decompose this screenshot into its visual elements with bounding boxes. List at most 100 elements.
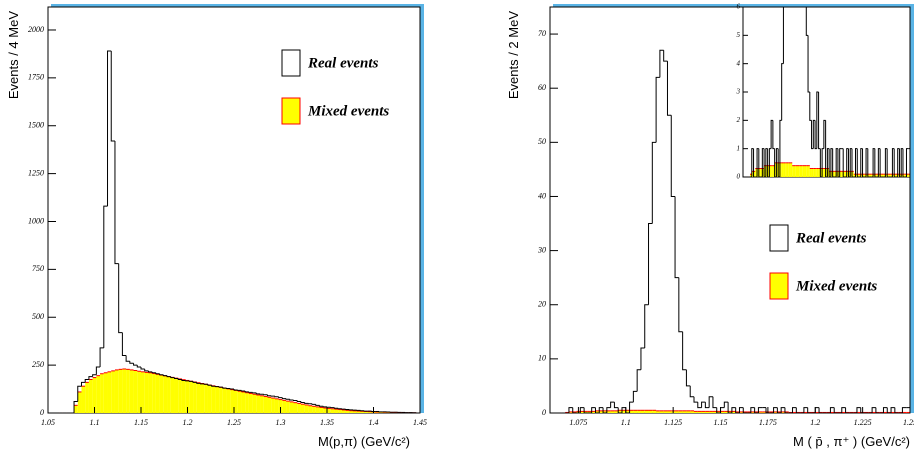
- mixed-bin: [816, 168, 819, 177]
- mixed-bin: [252, 394, 257, 413]
- real-bin: [568, 407, 573, 413]
- mixed-bin: [851, 171, 854, 177]
- mixed-bin: [686, 410, 691, 413]
- mixed-bin: [334, 409, 339, 413]
- mixed-bin: [836, 171, 838, 177]
- y-tick-label: 0: [542, 408, 546, 417]
- mixed-bin: [327, 408, 331, 413]
- real-bin: [795, 407, 801, 413]
- x-tick-label: 1.25: [227, 418, 241, 427]
- real-bin: [781, 63, 784, 121]
- real-bin: [572, 407, 577, 413]
- mixed-bin: [323, 408, 327, 413]
- mixed-bin: [241, 391, 246, 413]
- mixed-bin: [178, 378, 182, 413]
- real-bin: [218, 386, 223, 388]
- mixed-bin: [859, 174, 861, 177]
- mixed-bin: [802, 165, 805, 177]
- mixed-bin: [765, 165, 768, 177]
- mixed-bin: [908, 174, 910, 177]
- real-bin: [908, 148, 910, 177]
- mixed-bin: [808, 165, 810, 177]
- mixed-bin: [675, 410, 679, 413]
- mixed-bin: [88, 379, 93, 413]
- mixed-bin: [832, 171, 835, 177]
- mixed-bin: [587, 411, 592, 413]
- mixed-bin: [345, 410, 350, 413]
- mixed-bin: [185, 380, 190, 413]
- mixed-bin: [648, 410, 653, 413]
- real-bin: [73, 401, 78, 413]
- real-bin: [819, 148, 823, 177]
- real-bin: [891, 148, 895, 177]
- real-bin: [826, 148, 830, 177]
- real-bin: [304, 402, 309, 404]
- real-bin: [884, 148, 888, 177]
- mixed-bin: [234, 390, 238, 413]
- mixed-bin: [855, 174, 858, 177]
- mixed-bin: [678, 410, 683, 413]
- mixed-bin: [758, 168, 761, 177]
- real-bin: [906, 407, 910, 413]
- mixed-bin: [747, 411, 751, 413]
- x-tick-label: 1.225: [854, 418, 872, 427]
- real-bin: [818, 407, 823, 413]
- mixed-bin: [873, 174, 875, 177]
- mixed-bin: [152, 373, 156, 413]
- real-bin: [255, 392, 261, 395]
- mixed-bin: [694, 411, 698, 413]
- real-bin: [674, 196, 679, 279]
- real-bin: [812, 119, 816, 149]
- real-bin: [666, 61, 672, 116]
- real-bin: [88, 376, 93, 380]
- mixed-bin: [652, 410, 657, 413]
- mixed-bin: [282, 400, 287, 413]
- real-bin: [882, 407, 888, 413]
- mixed-bin: [779, 162, 782, 177]
- x-tick-label: 1.2: [183, 418, 193, 427]
- y-tick-label: 750: [32, 264, 44, 273]
- real-bin: [897, 148, 900, 177]
- mixed-bin: [155, 374, 160, 413]
- mixed-bin: [709, 411, 713, 413]
- real-bin: [777, 148, 780, 177]
- real-bin: [894, 407, 899, 413]
- mixed-bin: [196, 382, 201, 413]
- real-bin: [244, 390, 249, 393]
- real-bin: [594, 407, 600, 413]
- inset-y-tick-label: 5: [737, 31, 741, 39]
- real-bin: [855, 148, 858, 177]
- real-bin: [289, 399, 294, 401]
- real-bin: [830, 148, 833, 177]
- mixed-bin: [163, 375, 168, 413]
- real-bin: [727, 402, 732, 413]
- mixed-bin: [133, 370, 138, 413]
- y-tick-label: 30: [537, 245, 546, 254]
- mixed-bin: [219, 387, 223, 413]
- mixed-bin: [222, 388, 227, 413]
- mixed-bin: [773, 411, 778, 413]
- real-bin: [779, 119, 782, 177]
- mixed-bin: [811, 168, 814, 177]
- real-bin: [196, 382, 201, 384]
- real-bin: [263, 394, 268, 396]
- mixed-bin: [353, 410, 357, 413]
- inset-y-tick-label: 4: [737, 59, 741, 67]
- mixed-bin: [633, 410, 638, 413]
- y-tick-label: 1750: [28, 73, 44, 82]
- mixed-bin: [100, 373, 104, 413]
- mixed-bin: [245, 392, 249, 413]
- real-bin: [842, 148, 845, 177]
- real-bin: [765, 407, 770, 413]
- real-bin: [805, 7, 809, 36]
- mixed-bin: [618, 410, 622, 413]
- real-bin: [818, 92, 821, 150]
- x-tick-label: 1.45: [413, 418, 427, 427]
- real-bin: [716, 407, 721, 413]
- mixed-bin: [293, 402, 298, 413]
- mixed-bin: [755, 168, 758, 177]
- inset-y-tick-label: 3: [736, 88, 741, 96]
- mixed-bin: [568, 411, 573, 413]
- real-bin: [756, 148, 759, 177]
- mixed-bin: [867, 174, 870, 177]
